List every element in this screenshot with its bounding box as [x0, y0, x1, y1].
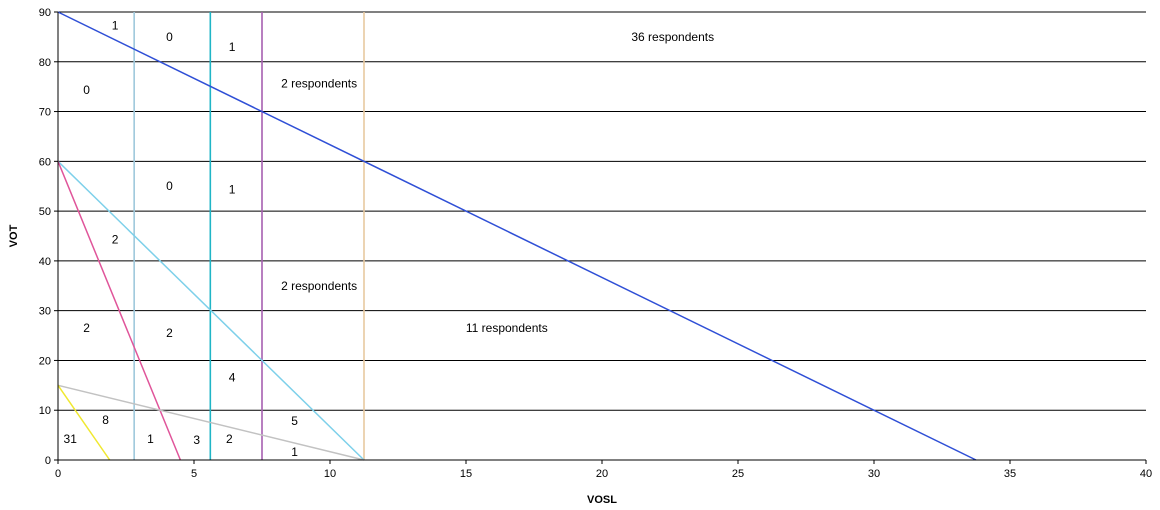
series-line [57, 160, 365, 461]
x-tick-label: 0 [55, 468, 61, 480]
series-lines [57, 11, 977, 461]
series-line [57, 11, 977, 461]
y-tick-label: 10 [39, 405, 51, 417]
region-label: 1 [112, 18, 119, 32]
x-tick-label: 25 [732, 468, 744, 480]
y-tick-label: 70 [39, 107, 51, 119]
x-tick-label: 40 [1140, 468, 1152, 480]
region-label: 0 [83, 83, 90, 97]
region-label: 4 [229, 370, 236, 384]
region-label: 2 [226, 432, 233, 446]
region-label: 1 [229, 183, 236, 197]
x-tick-label: 20 [596, 468, 608, 480]
y-tick-label: 30 [39, 306, 51, 318]
x-tick-label: 35 [1004, 468, 1016, 480]
region-label: 2 respondents [281, 279, 357, 293]
x-axis-label: VOSL [587, 494, 617, 506]
x-ticks: 0 5 10 15 20 25 30 35 40 [55, 460, 1152, 480]
y-tick-label: 90 [39, 7, 51, 19]
plot-area [58, 12, 1146, 460]
y-tick-label: 50 [39, 206, 51, 218]
x-tick-label: 30 [868, 468, 880, 480]
y-axis-label: VOT [8, 224, 20, 247]
region-label: 11 respondents [466, 321, 548, 335]
region-labels: 1 0 1 36 respondents 2 respondents 0 0 1 2 2 resp… [64, 18, 715, 459]
y-tick-label: 60 [39, 156, 51, 168]
gridlines [58, 11, 1146, 411]
region-label: 8 [102, 413, 109, 427]
y-tick-label: 0 [45, 455, 51, 467]
region-label: 5 [291, 414, 298, 428]
region-label: 2 respondents [281, 77, 357, 91]
region-label: 0 [166, 30, 173, 44]
series-line [57, 384, 365, 461]
region-label: 0 [166, 179, 173, 193]
y-ticks: 0 10 20 30 40 50 60 70 80 90 [39, 7, 58, 467]
region-label: 1 [147, 432, 154, 446]
x-tick-label: 5 [191, 468, 197, 480]
region-label: 36 respondents [631, 30, 714, 44]
y-tick-label: 40 [39, 256, 51, 268]
region-label: 2 [112, 232, 119, 246]
region-label: 2 [83, 321, 90, 335]
region-label: 3 [193, 433, 200, 447]
y-tick-label: 80 [39, 57, 51, 69]
region-label: 1 [229, 40, 236, 54]
x-tick-label: 10 [324, 468, 336, 480]
series-line [57, 384, 111, 461]
region-label: 2 [166, 326, 173, 340]
x-tick-label: 15 [460, 468, 472, 480]
region-label: 31 [64, 432, 78, 446]
region-label: 1 [291, 445, 298, 459]
y-tick-label: 20 [39, 355, 51, 367]
